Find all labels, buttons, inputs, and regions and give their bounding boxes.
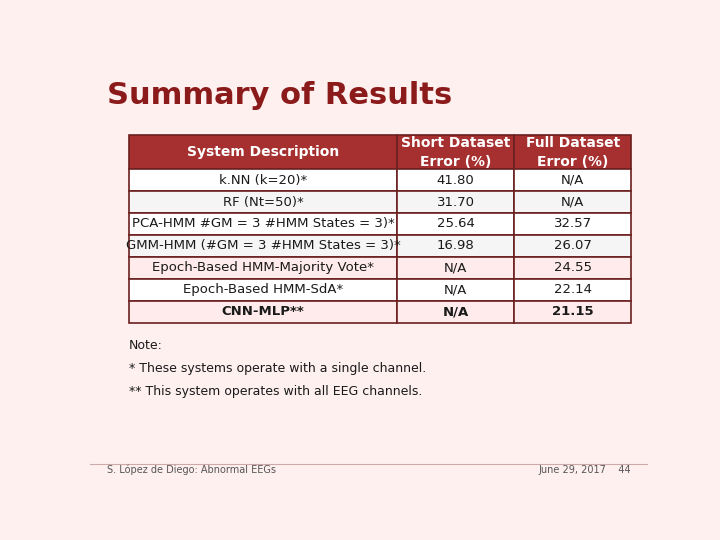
Text: Summary of Results: Summary of Results	[107, 82, 452, 111]
Text: 31.70: 31.70	[436, 195, 474, 208]
Text: * These systems operate with a single channel.: * These systems operate with a single ch…	[129, 362, 426, 375]
Text: System Description: System Description	[187, 145, 339, 159]
Text: 21.15: 21.15	[552, 305, 593, 318]
Bar	[129, 169, 397, 191]
Text: N/A: N/A	[561, 195, 585, 208]
Text: N/A: N/A	[444, 283, 467, 296]
Bar	[514, 191, 631, 213]
Bar	[514, 257, 631, 279]
Bar	[397, 257, 514, 279]
Bar	[514, 279, 631, 301]
Text: 22.14: 22.14	[554, 283, 592, 296]
Bar	[397, 235, 514, 257]
Bar	[514, 213, 631, 235]
Text: GMM-HMM (#GM = 3 #HMM States = 3)*: GMM-HMM (#GM = 3 #HMM States = 3)*	[125, 239, 400, 252]
Text: Epoch-Based HMM-Majority Vote*: Epoch-Based HMM-Majority Vote*	[152, 261, 374, 274]
Text: 41.80: 41.80	[436, 174, 474, 187]
Bar	[514, 301, 631, 322]
Text: 24.55: 24.55	[554, 261, 592, 274]
Text: N/A: N/A	[444, 261, 467, 274]
Text: N/A: N/A	[561, 174, 585, 187]
Text: N/A: N/A	[442, 305, 469, 318]
Text: Note:: Note:	[129, 339, 163, 352]
Bar	[397, 279, 514, 301]
Bar	[397, 169, 514, 191]
Bar	[397, 136, 514, 169]
Text: Epoch-Based HMM-SdA*: Epoch-Based HMM-SdA*	[183, 283, 343, 296]
Text: PCA-HMM #GM = 3 #HMM States = 3)*: PCA-HMM #GM = 3 #HMM States = 3)*	[132, 218, 395, 231]
Text: 26.07: 26.07	[554, 239, 592, 252]
Bar	[129, 301, 397, 322]
Bar	[397, 191, 514, 213]
Text: 32.57: 32.57	[554, 218, 592, 231]
Bar	[514, 169, 631, 191]
Bar	[129, 191, 397, 213]
Bar	[129, 136, 397, 169]
Bar	[514, 235, 631, 257]
Text: k.NN (k=20)*: k.NN (k=20)*	[219, 174, 307, 187]
Text: 25.64: 25.64	[436, 218, 474, 231]
Bar	[129, 257, 397, 279]
Bar	[129, 279, 397, 301]
Text: RF (Nt=50)*: RF (Nt=50)*	[222, 195, 303, 208]
Text: ** This system operates with all EEG channels.: ** This system operates with all EEG cha…	[129, 385, 423, 398]
Bar	[129, 235, 397, 257]
Bar	[514, 136, 631, 169]
Text: June 29, 2017    44: June 29, 2017 44	[539, 465, 631, 475]
Text: 16.98: 16.98	[436, 239, 474, 252]
Text: CNN-MLP**: CNN-MLP**	[222, 305, 305, 318]
Bar	[129, 213, 397, 235]
Text: Full Dataset
Error (%): Full Dataset Error (%)	[526, 136, 620, 168]
Bar	[397, 213, 514, 235]
Bar	[397, 301, 514, 322]
Text: Short Dataset
Error (%): Short Dataset Error (%)	[401, 136, 510, 168]
Text: S. López de Diego: Abnormal EEGs: S. López de Diego: Abnormal EEGs	[107, 465, 276, 475]
